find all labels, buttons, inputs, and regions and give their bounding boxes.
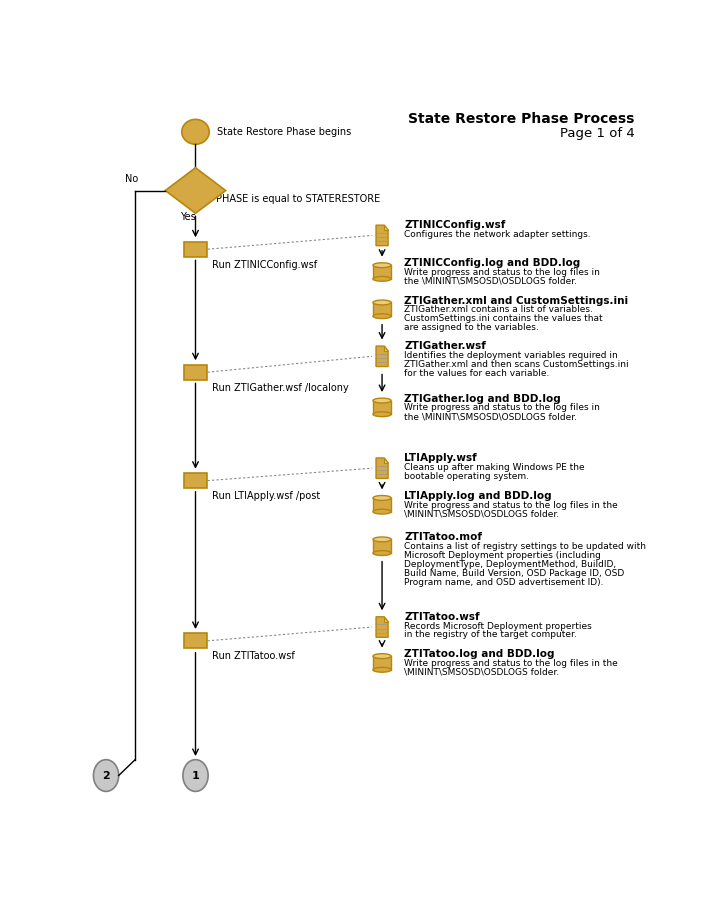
Text: Write progress and status to the log files in the: Write progress and status to the log fil… — [404, 501, 618, 509]
Text: \MININT\SMSOSD\OSDLOGS folder.: \MININT\SMSOSD\OSDLOGS folder. — [404, 667, 559, 677]
Text: LTIApply.wsf: LTIApply.wsf — [404, 453, 476, 463]
Text: ZTIGather.xml contains a list of variables.: ZTIGather.xml contains a list of variabl… — [404, 305, 593, 314]
Ellipse shape — [373, 300, 391, 305]
Polygon shape — [384, 225, 388, 230]
Text: PHASE is equal to STATERESTORE: PHASE is equal to STATERESTORE — [217, 194, 381, 204]
Bar — [184, 241, 207, 257]
Ellipse shape — [373, 509, 391, 514]
Bar — [373, 498, 391, 511]
Text: State Restore Phase begins: State Restore Phase begins — [217, 126, 352, 137]
Text: the \MININT\SMSOSD\OSDLOGS folder.: the \MININT\SMSOSD\OSDLOGS folder. — [404, 277, 577, 286]
Text: LTIApply.log and BDD.log: LTIApply.log and BDD.log — [404, 491, 552, 501]
Bar — [373, 656, 391, 670]
Text: ZTIGather.xml and CustomSettings.ini: ZTIGather.xml and CustomSettings.ini — [404, 295, 628, 306]
Ellipse shape — [373, 314, 391, 318]
Text: ZTITatoo.mof: ZTITatoo.mof — [404, 533, 482, 543]
Text: No: No — [125, 174, 138, 184]
Text: the \MININT\SMSOSD\OSDLOGS folder.: the \MININT\SMSOSD\OSDLOGS folder. — [404, 413, 577, 422]
Text: for the values for each variable.: for the values for each variable. — [404, 369, 549, 378]
Ellipse shape — [373, 495, 391, 501]
Text: Page 1 of 4: Page 1 of 4 — [560, 127, 634, 140]
Circle shape — [183, 760, 208, 791]
Text: ZTITatoo.log and BDD.log: ZTITatoo.log and BDD.log — [404, 649, 554, 659]
Ellipse shape — [373, 263, 391, 267]
Text: ZTIGather.xml and then scans CustomSettings.ini: ZTIGather.xml and then scans CustomSetti… — [404, 360, 629, 369]
Text: State Restore Phase Process: State Restore Phase Process — [408, 112, 634, 126]
Bar — [184, 473, 207, 488]
Text: 2: 2 — [102, 771, 110, 780]
Text: ZTIGather.wsf: ZTIGather.wsf — [404, 341, 486, 351]
Text: ZTITatoo.wsf: ZTITatoo.wsf — [404, 612, 479, 622]
Text: DeploymentType, DeploymentMethod, BuildID,: DeploymentType, DeploymentMethod, BuildI… — [404, 560, 616, 569]
Text: \MININT\SMSOSD\OSDLOGS folder.: \MININT\SMSOSD\OSDLOGS folder. — [404, 509, 559, 518]
Text: ZTINICConfig.wsf: ZTINICConfig.wsf — [404, 221, 506, 231]
Bar — [373, 266, 391, 279]
Polygon shape — [166, 168, 226, 213]
Text: ZTIGather.log and BDD.log: ZTIGather.log and BDD.log — [404, 394, 561, 404]
Text: Records Microsoft Deployment properties: Records Microsoft Deployment properties — [404, 622, 592, 631]
Ellipse shape — [373, 654, 391, 658]
Circle shape — [93, 760, 119, 791]
Ellipse shape — [373, 398, 391, 403]
Polygon shape — [384, 458, 388, 463]
Text: Build Name, Build Version, OSD Package ID, OSD: Build Name, Build Version, OSD Package I… — [404, 569, 624, 578]
Text: Run ZTINICConfig.wsf: Run ZTINICConfig.wsf — [212, 259, 317, 270]
Polygon shape — [384, 617, 388, 622]
Bar — [373, 401, 391, 414]
Bar — [373, 302, 391, 316]
Text: Contains a list of registry settings to be updated with: Contains a list of registry settings to … — [404, 542, 646, 551]
Bar — [184, 633, 207, 649]
Ellipse shape — [373, 276, 391, 282]
Text: in the registry of the target computer.: in the registry of the target computer. — [404, 631, 577, 640]
Text: Identifies the deployment variables required in: Identifies the deployment variables requ… — [404, 351, 618, 360]
Text: CustomSettings.ini contains the values that: CustomSettings.ini contains the values t… — [404, 314, 603, 323]
Text: ZTINICConfig.log and BDD.log: ZTINICConfig.log and BDD.log — [404, 258, 581, 268]
Text: Write progress and status to the log files in: Write progress and status to the log fil… — [404, 268, 600, 277]
Ellipse shape — [373, 537, 391, 542]
Text: Microsoft Deployment properties (including: Microsoft Deployment properties (includi… — [404, 551, 601, 560]
Text: Run ZTIGather.wsf /localony: Run ZTIGather.wsf /localony — [212, 382, 349, 393]
Ellipse shape — [373, 667, 391, 672]
Ellipse shape — [373, 551, 391, 555]
Polygon shape — [376, 617, 388, 637]
Text: are assigned to the variables.: are assigned to the variables. — [404, 323, 539, 332]
Text: Write progress and status to the log files in: Write progress and status to the log fil… — [404, 404, 600, 413]
Text: Write progress and status to the log files in the: Write progress and status to the log fil… — [404, 658, 618, 667]
Polygon shape — [376, 458, 388, 478]
Text: Configures the network adapter settings.: Configures the network adapter settings. — [404, 230, 590, 239]
Text: Run ZTITatoo.wsf: Run ZTITatoo.wsf — [212, 651, 295, 661]
Bar — [184, 364, 207, 379]
Polygon shape — [384, 346, 388, 351]
Polygon shape — [376, 225, 388, 246]
Ellipse shape — [373, 412, 391, 417]
Text: Program name, and OSD advertisement ID).: Program name, and OSD advertisement ID). — [404, 578, 603, 587]
Ellipse shape — [182, 119, 210, 144]
Text: Run LTIApply.wsf /post: Run LTIApply.wsf /post — [212, 491, 320, 501]
Text: bootable operating system.: bootable operating system. — [404, 472, 529, 481]
Text: Cleans up after making Windows PE the: Cleans up after making Windows PE the — [404, 463, 585, 472]
Polygon shape — [376, 346, 388, 367]
Text: Yes: Yes — [180, 212, 196, 222]
Bar — [373, 539, 391, 553]
Text: 1: 1 — [192, 771, 200, 780]
